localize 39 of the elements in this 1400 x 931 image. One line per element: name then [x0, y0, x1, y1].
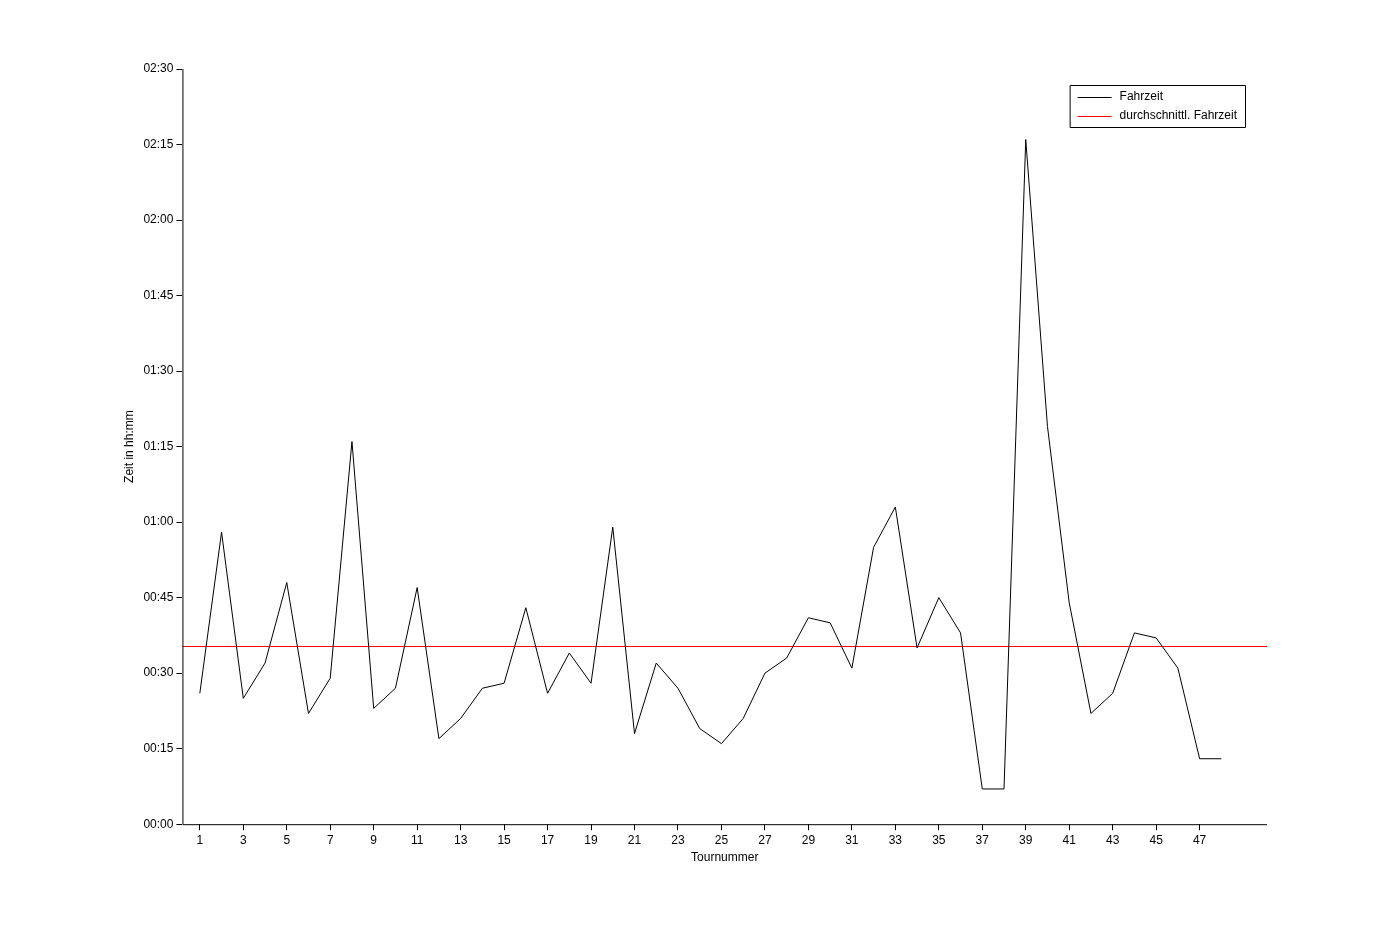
- y-tick-label: 01:15: [143, 438, 174, 453]
- y-tick-label: 02:15: [143, 136, 174, 151]
- y-tick-label: 02:00: [143, 212, 174, 227]
- x-tick-label: 5: [283, 832, 291, 847]
- x-tick-label: 23: [671, 832, 685, 847]
- x-tick-label: 19: [584, 832, 599, 847]
- y-tick-label: 00:00: [143, 816, 174, 831]
- x-axis-title: Tournummer: [691, 850, 759, 865]
- x-tick-label: 1: [196, 832, 204, 847]
- x-tick-label: 27: [758, 832, 772, 847]
- y-tick-label: 01:00: [143, 514, 174, 529]
- y-tick-label: 01:30: [143, 363, 174, 378]
- x-tick-label: 9: [370, 832, 378, 847]
- x-tick-label: 39: [1019, 832, 1033, 847]
- x-tick-label: 45: [1149, 832, 1164, 847]
- x-tick-label: 41: [1062, 832, 1077, 847]
- x-tick-label: 43: [1106, 832, 1120, 847]
- x-tick-label: 17: [540, 832, 555, 847]
- x-tick-label: 21: [627, 832, 642, 847]
- y-axis-title: Zeit in hh:mm: [121, 410, 136, 483]
- x-tick-label: 7: [326, 832, 334, 847]
- x-tick-label: 31: [845, 832, 859, 847]
- legend-label: Fahrzeit: [1119, 89, 1164, 104]
- x-tick-label: 13: [453, 832, 468, 847]
- y-tick-label: 01:45: [143, 287, 174, 302]
- x-tick-label: 29: [801, 832, 816, 847]
- y-tick-label: 02:30: [143, 61, 174, 76]
- x-tick-label: 35: [932, 832, 946, 847]
- legend-label: durchschnittl. Fahrzeit: [1119, 108, 1238, 123]
- x-tick-label: 11: [410, 832, 424, 847]
- x-tick-label: 33: [888, 832, 903, 847]
- x-tick-label: 37: [975, 832, 990, 847]
- y-tick-label: 00:15: [143, 740, 174, 755]
- x-tick-label: 3: [239, 832, 247, 847]
- x-tick-label: 47: [1192, 832, 1207, 847]
- x-tick-label: 15: [497, 832, 512, 847]
- y-tick-label: 00:30: [143, 665, 174, 680]
- y-tick-label: 00:45: [143, 589, 174, 604]
- x-tick-label: 25: [714, 832, 729, 847]
